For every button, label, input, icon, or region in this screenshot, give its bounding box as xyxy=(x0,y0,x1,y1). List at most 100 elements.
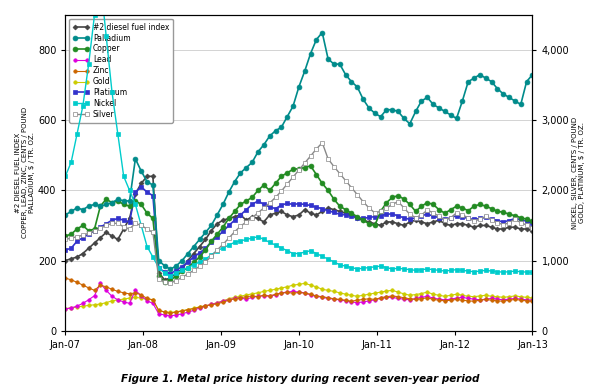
Line: Copper: Copper xyxy=(63,163,535,284)
Platinum xyxy=(365,215,373,220)
Gold xyxy=(301,281,308,286)
#2 diesel fuel index xyxy=(529,229,536,233)
Palladium xyxy=(494,87,501,91)
Line: Zinc: Zinc xyxy=(64,276,534,315)
#2 diesel fuel index xyxy=(494,227,501,231)
Copper xyxy=(453,204,460,208)
Platinum xyxy=(167,271,174,276)
Legend: #2 diesel fuel index, Palladium, Copper, Lead, Zinc, Gold, Platinum, Nickel, Sil: #2 diesel fuel index, Palladium, Copper,… xyxy=(69,19,173,123)
Nickel xyxy=(167,274,174,278)
Gold xyxy=(529,296,536,300)
Nickel xyxy=(365,265,373,270)
Palladium xyxy=(319,30,326,35)
Line: Platinum: Platinum xyxy=(63,185,535,275)
Copper xyxy=(494,209,501,214)
Nickel xyxy=(453,267,460,272)
Silver xyxy=(62,237,69,242)
Text: Figure 1. Metal price history during recent seven-year period: Figure 1. Metal price history during rec… xyxy=(121,374,479,384)
Nickel xyxy=(529,270,536,275)
Zinc xyxy=(529,299,536,303)
Gold xyxy=(331,289,338,294)
Zinc xyxy=(488,298,495,303)
Silver xyxy=(529,225,536,230)
Copper xyxy=(365,222,373,226)
#2 diesel fuel index xyxy=(476,223,484,228)
Line: Nickel: Nickel xyxy=(63,0,535,279)
#2 diesel fuel index xyxy=(143,174,151,179)
Zinc xyxy=(447,298,454,303)
Nickel xyxy=(418,267,425,272)
Nickel xyxy=(476,269,484,274)
Line: Lead: Lead xyxy=(64,282,534,318)
Copper xyxy=(62,234,69,238)
Gold xyxy=(453,292,460,296)
Platinum xyxy=(453,213,460,218)
Lead xyxy=(62,307,69,311)
#2 diesel fuel index xyxy=(365,220,373,224)
Silver xyxy=(418,213,425,217)
Gold xyxy=(476,294,484,298)
Palladium xyxy=(418,99,425,103)
Zinc xyxy=(470,299,478,303)
Copper xyxy=(307,163,314,168)
Y-axis label: #2 DIESEL FUEL INDEX
COPPER, LEAD, ZINC, CENTS / POUND
PALLADIUM, $ / TR. OZ.: #2 DIESEL FUEL INDEX COPPER, LEAD, ZINC,… xyxy=(15,107,35,238)
Platinum xyxy=(529,221,536,225)
Silver xyxy=(319,140,326,145)
Lead xyxy=(167,314,174,318)
Palladium xyxy=(62,213,69,217)
Lead xyxy=(418,295,425,300)
Palladium xyxy=(453,116,460,121)
Copper xyxy=(161,279,168,284)
Lead xyxy=(529,298,536,303)
Palladium xyxy=(365,106,373,110)
Nickel xyxy=(331,260,338,264)
Zinc xyxy=(359,297,367,302)
Silver xyxy=(494,220,501,225)
Lead xyxy=(365,298,373,303)
Line: Gold: Gold xyxy=(64,282,534,314)
Gold xyxy=(418,291,425,296)
Copper xyxy=(529,219,536,223)
Zinc xyxy=(62,276,69,281)
Line: Palladium: Palladium xyxy=(63,30,535,272)
Y-axis label: NICKEL, SILVER, CENTS / POUND
GOLD, PLATINUM, $ / TR. OZ.: NICKEL, SILVER, CENTS / POUND GOLD, PLAT… xyxy=(572,117,585,229)
#2 diesel fuel index xyxy=(453,222,460,226)
Platinum xyxy=(331,210,338,215)
Lead xyxy=(494,297,501,301)
Lead xyxy=(476,298,484,302)
Line: Silver: Silver xyxy=(63,140,535,285)
Gold xyxy=(62,306,69,311)
Gold xyxy=(365,292,373,296)
Line: #2 diesel fuel index: #2 diesel fuel index xyxy=(64,175,534,282)
Platinum xyxy=(137,185,145,189)
#2 diesel fuel index xyxy=(331,207,338,212)
Palladium xyxy=(167,267,174,272)
Platinum xyxy=(62,248,69,252)
Palladium xyxy=(476,72,484,77)
Platinum xyxy=(494,218,501,223)
Palladium xyxy=(331,62,338,66)
Copper xyxy=(331,197,338,201)
#2 diesel fuel index xyxy=(62,258,69,263)
Silver xyxy=(331,164,338,169)
Zinc xyxy=(412,297,419,302)
#2 diesel fuel index xyxy=(418,220,425,224)
Silver xyxy=(365,206,373,210)
Nickel xyxy=(62,174,69,179)
Lead xyxy=(331,297,338,301)
Zinc xyxy=(325,295,332,300)
Silver xyxy=(453,211,460,215)
Palladium xyxy=(529,72,536,77)
Silver xyxy=(167,281,174,285)
Gold xyxy=(494,294,501,299)
Lead xyxy=(97,281,104,286)
Zinc xyxy=(167,311,174,315)
Platinum xyxy=(418,213,425,218)
Lead xyxy=(453,296,460,300)
Platinum xyxy=(476,216,484,221)
Copper xyxy=(418,204,425,208)
#2 diesel fuel index xyxy=(161,277,168,282)
Nickel xyxy=(494,269,501,274)
Gold xyxy=(167,310,174,315)
Copper xyxy=(476,202,484,207)
